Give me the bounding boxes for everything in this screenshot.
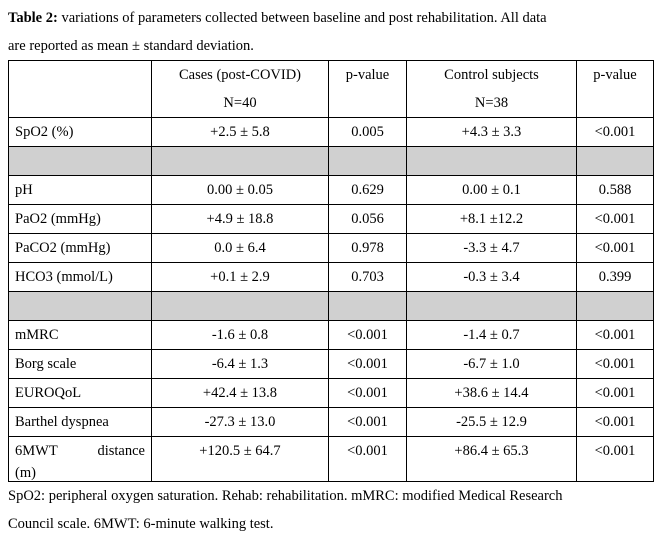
- pvalue-controls-cell: <0.001: [576, 320, 654, 350]
- param-cell: PaO2 (mmHg): [8, 204, 152, 234]
- controls-cell: -3.3 ± 4.7: [406, 233, 577, 263]
- pvalue-controls-cell: 0.588: [576, 175, 654, 205]
- table-row: PaO2 (mmHg) +4.9 ± 18.8 0.056 +8.1 ±12.2…: [8, 204, 654, 234]
- table-row: SpO2 (%) +2.5 ± 5.8 0.005 +4.3 ± 3.3 <0.…: [8, 117, 654, 147]
- controls-cell: -6.7 ± 1.0: [406, 349, 577, 379]
- pvalue-cases-cell: 0.703: [328, 262, 407, 292]
- table-row: mMRC -1.6 ± 0.8 <0.001 -1.4 ± 0.7 <0.001: [8, 320, 654, 350]
- cases-cell: +120.5 ± 64.7: [151, 436, 329, 482]
- pvalue-cases-cell: <0.001: [328, 349, 407, 379]
- table-caption: Table 2: variations of parameters collec…: [8, 4, 653, 60]
- pvalue-controls-cell: <0.001: [576, 117, 654, 147]
- header-pvalue-controls: p-value: [576, 60, 654, 118]
- controls-cell: 0.00 ± 0.1: [406, 175, 577, 205]
- header-cases-title: Cases (post-COVID): [178, 67, 302, 83]
- table-row: Barthel dyspnea -27.3 ± 13.0 <0.001 -25.…: [8, 407, 654, 437]
- cases-cell: +0.1 ± 2.9: [151, 262, 329, 292]
- divider-cell: [151, 146, 329, 176]
- controls-cell: +38.6 ± 14.4: [406, 378, 577, 408]
- controls-cell: +4.3 ± 3.3: [406, 117, 577, 147]
- caption-label: Table 2:: [8, 10, 58, 26]
- table-row: pH 0.00 ± 0.05 0.629 0.00 ± 0.1 0.588: [8, 175, 654, 205]
- pvalue-cases-cell: <0.001: [328, 378, 407, 408]
- header-cases: Cases (post-COVID) N=40: [151, 60, 329, 118]
- caption-line-2: are reported as mean ± standard deviatio…: [8, 38, 254, 54]
- pvalue-cases-cell: 0.005: [328, 117, 407, 147]
- param-cell: 6MWT distance (m): [8, 436, 152, 482]
- pvalue-cases-cell: <0.001: [328, 320, 407, 350]
- param-cell: PaCO2 (mmHg): [8, 233, 152, 263]
- header-parameter: [8, 60, 152, 118]
- param-cell: HCO3 (mmol/L): [8, 262, 152, 292]
- divider-cell: [328, 146, 407, 176]
- footnote-line-1: SpO2: peripheral oxygen saturation. Reha…: [8, 488, 563, 504]
- divider-cell: [576, 146, 654, 176]
- table-row: 6MWT distance (m) +120.5 ± 64.7 <0.001 +…: [8, 436, 654, 482]
- table-row: HCO3 (mmol/L) +0.1 ± 2.9 0.703 -0.3 ± 3.…: [8, 262, 654, 292]
- header-controls-n: N=38: [474, 95, 509, 111]
- divider-cell: [328, 291, 407, 321]
- table-row: Borg scale -6.4 ± 1.3 <0.001 -6.7 ± 1.0 …: [8, 349, 654, 379]
- param-distance-word: distance: [97, 443, 145, 459]
- param-cell: pH: [8, 175, 152, 205]
- cases-cell: 0.00 ± 0.05: [151, 175, 329, 205]
- param-unit: (m): [15, 465, 36, 481]
- pvalue-cases-cell: 0.978: [328, 233, 407, 263]
- cases-cell: -27.3 ± 13.0: [151, 407, 329, 437]
- divider-cell: [8, 291, 152, 321]
- pvalue-cases-cell: 0.629: [328, 175, 407, 205]
- table-row: PaCO2 (mmHg) 0.0 ± 6.4 0.978 -3.3 ± 4.7 …: [8, 233, 654, 263]
- divider-cell: [576, 291, 654, 321]
- controls-cell: +86.4 ± 65.3: [406, 436, 577, 482]
- controls-cell: +8.1 ±12.2: [406, 204, 577, 234]
- controls-cell: -1.4 ± 0.7: [406, 320, 577, 350]
- divider-cell: [406, 291, 577, 321]
- cases-cell: +2.5 ± 5.8: [151, 117, 329, 147]
- controls-cell: -0.3 ± 3.4: [406, 262, 577, 292]
- pvalue-controls-cell: <0.001: [576, 233, 654, 263]
- cases-cell: 0.0 ± 6.4: [151, 233, 329, 263]
- cases-cell: -6.4 ± 1.3: [151, 349, 329, 379]
- table-row: EUROQoL +42.4 ± 13.8 <0.001 +38.6 ± 14.4…: [8, 378, 654, 408]
- caption-text-1: variations of parameters collected betwe…: [57, 10, 547, 26]
- pvalue-cases-cell: <0.001: [328, 407, 407, 437]
- header-controls-title: Control subjects: [444, 67, 539, 83]
- header-controls: Control subjects N=38: [406, 60, 577, 118]
- pvalue-controls-cell: <0.001: [576, 349, 654, 379]
- pvalue-controls-cell: <0.001: [576, 407, 654, 437]
- param-cell: SpO2 (%): [8, 117, 152, 147]
- controls-cell: -25.5 ± 12.9: [406, 407, 577, 437]
- pvalue-controls-cell: <0.001: [576, 204, 654, 234]
- header-pvalue-cases: p-value: [328, 60, 407, 118]
- param-cell: mMRC: [8, 320, 152, 350]
- header-row: Cases (post-COVID) N=40 p-value Control s…: [8, 60, 654, 118]
- section-divider-row: [8, 146, 654, 176]
- cases-cell: +4.9 ± 18.8: [151, 204, 329, 234]
- footnote-line-2: Council scale. 6MWT: 6-minute walking te…: [8, 516, 274, 532]
- divider-cell: [151, 291, 329, 321]
- cases-cell: +42.4 ± 13.8: [151, 378, 329, 408]
- pvalue-cases-cell: <0.001: [328, 436, 407, 482]
- caption-line-1: Table 2: variations of parameters collec…: [8, 4, 653, 32]
- header-cases-n: N=40: [223, 95, 257, 111]
- param-6mwt-word: 6MWT: [15, 443, 58, 459]
- pvalue-cases-cell: 0.056: [328, 204, 407, 234]
- results-table: Cases (post-COVID) N=40 p-value Control s…: [8, 60, 654, 482]
- param-cell: Borg scale: [8, 349, 152, 379]
- cases-cell: -1.6 ± 0.8: [151, 320, 329, 350]
- divider-cell: [8, 146, 152, 176]
- pvalue-controls-cell: 0.399: [576, 262, 654, 292]
- param-cell: EUROQoL: [8, 378, 152, 408]
- divider-cell: [406, 146, 577, 176]
- section-divider-row: [8, 291, 654, 321]
- pvalue-controls-cell: <0.001: [576, 378, 654, 408]
- param-cell: Barthel dyspnea: [8, 407, 152, 437]
- pvalue-controls-cell: <0.001: [576, 436, 654, 482]
- param-6mwt-line1: 6MWT distance: [15, 438, 145, 466]
- table-footnote: SpO2: peripheral oxygen saturation. Reha…: [8, 482, 653, 538]
